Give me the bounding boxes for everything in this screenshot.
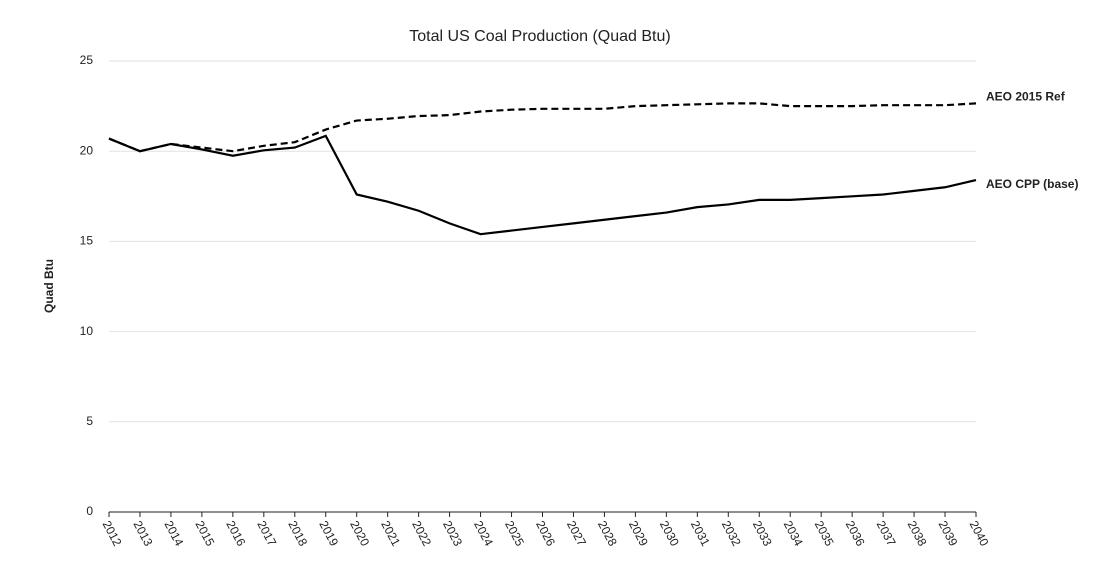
x-tick-label: 2037 (874, 518, 899, 548)
x-tick-label: 2024 (471, 518, 496, 548)
series-label: AEO 2015 Ref (986, 90, 1066, 104)
x-tick-label: 2040 (967, 518, 992, 548)
x-tick-label: 2034 (781, 518, 806, 548)
x-tick-label: 2033 (750, 518, 775, 548)
line-series (108, 134, 977, 236)
x-tick-label: 2020 (347, 518, 372, 548)
x-tick-label: 2031 (688, 518, 713, 548)
y-axis-label: Quad Btu (42, 259, 56, 313)
x-tick-label: 2018 (285, 518, 310, 548)
x-tick-label: 2029 (626, 518, 651, 548)
x-tick-label: 2026 (533, 518, 558, 548)
x-tick-label: 2036 (843, 518, 868, 548)
x-tick-label: 2015 (192, 518, 217, 548)
x-tick-label: 2014 (161, 518, 186, 548)
x-tick-label: 2039 (936, 518, 961, 548)
x-tick-label: 2035 (812, 518, 837, 548)
x-tick-label: 2012 (100, 518, 125, 548)
x-tick-label: 2022 (409, 518, 434, 548)
y-tick-label: 0 (86, 504, 93, 518)
x-tick-label: 2017 (254, 518, 279, 548)
x-tick-label: 2025 (502, 518, 527, 548)
series-label: AEO CPP (base) (986, 177, 1078, 191)
y-tick-label: 20 (80, 143, 94, 157)
x-tick-label: 2038 (905, 518, 930, 548)
x-tick-label: 2023 (440, 518, 465, 548)
x-tick-label: 2030 (657, 518, 682, 548)
y-tick-label: 10 (80, 324, 94, 338)
chart-title: Total US Coal Production (Quad Btu) (409, 28, 670, 45)
x-tick-label: 2027 (564, 518, 589, 548)
x-tick-label: 2019 (316, 518, 341, 548)
x-tick-label: 2021 (378, 518, 403, 548)
y-tick-label: 5 (86, 414, 93, 428)
y-tick-label: 25 (80, 53, 94, 67)
x-tick-label: 2032 (719, 518, 744, 548)
x-tick-label: 2016 (223, 518, 248, 548)
y-tick-label: 15 (80, 234, 94, 248)
x-tick-label: 2028 (595, 518, 620, 548)
x-tick-label: 2013 (131, 518, 156, 548)
line-series (108, 102, 977, 153)
